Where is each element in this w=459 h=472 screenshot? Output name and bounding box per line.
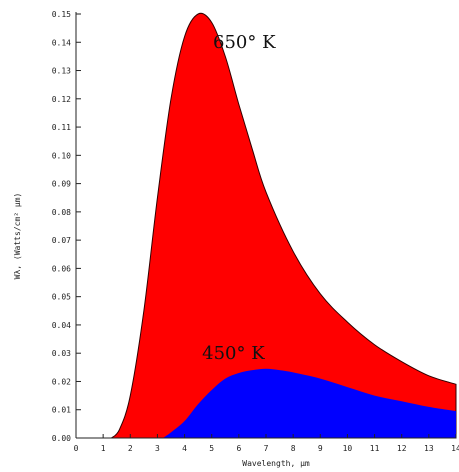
y-tick-label: 0.04 <box>52 321 71 330</box>
y-tick-label: 0.12 <box>52 95 71 104</box>
y-tick-label: 0.07 <box>52 236 71 245</box>
y-axis-label: Wλ, (Watts/cm² µm) <box>13 193 22 280</box>
x-tick-label: 1 <box>101 444 106 453</box>
y-tick-label: 0.05 <box>52 293 71 302</box>
x-tick-label: 13 <box>424 444 434 453</box>
y-tick-label: 0.09 <box>52 180 71 189</box>
x-tick-label: 10 <box>343 444 353 453</box>
y-tick-label: 0.08 <box>52 208 71 217</box>
y-tick-label: 0.00 <box>52 434 71 443</box>
y-tick-label: 0.15 <box>52 10 71 19</box>
y-tick-label: 0.06 <box>52 264 71 273</box>
y-tick-label: 0.13 <box>52 67 71 76</box>
x-axis-label: Wavelength, µm <box>242 459 310 468</box>
x-tick-label: 3 <box>155 444 160 453</box>
curve-label-650k: 650° K <box>213 32 276 53</box>
x-tick-label: 2 <box>128 444 133 453</box>
x-tick-label: 0 <box>74 444 79 453</box>
y-tick-label: 0.03 <box>52 349 71 358</box>
x-tick-label: 12 <box>397 444 407 453</box>
x-tick-label: 9 <box>318 444 323 453</box>
y-tick-label: 0.14 <box>52 38 71 47</box>
x-tick-label: 7 <box>264 444 269 453</box>
series-area-650k <box>110 12 457 439</box>
x-tick-label: 6 <box>236 444 241 453</box>
x-tick-label: 4 <box>182 444 187 453</box>
y-ticks: 0.00 0.01 0.02 0.03 0.04 0.05 0.06 0.07 0.08 0.09… <box>52 10 81 443</box>
y-tick-label: 0.11 <box>52 123 71 132</box>
y-tick-label: 0.02 <box>52 377 71 386</box>
curve-label-450k: 450° K <box>202 343 265 364</box>
x-tick-label: 5 <box>209 444 214 453</box>
x-tick-label: 11 <box>370 444 380 453</box>
curve-labels: 650° K 450° K <box>202 32 276 364</box>
x-tick-label: 14 <box>451 444 459 453</box>
y-tick-label: 0.01 <box>52 406 71 415</box>
x-tick-label: 8 <box>291 444 296 453</box>
x-ticks: 0 1 2 3 4 5 6 7 8 9 10 11 12 13 14 <box>74 434 459 453</box>
area-layer <box>110 12 457 439</box>
series-area-450k <box>162 368 456 438</box>
y-tick-label: 0.10 <box>52 151 71 160</box>
